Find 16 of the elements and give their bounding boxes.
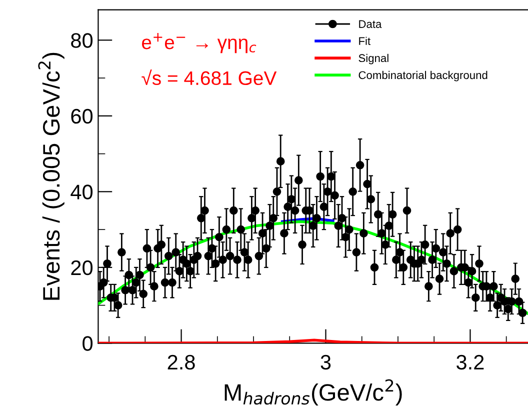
x-tick-label: 3 [320, 354, 331, 370]
y-tick-label: 60 [71, 108, 93, 124]
annotation: √s = 4.681 GeV [142, 69, 277, 86]
x-tick-label: 3.2 [456, 354, 484, 370]
x-axis-title: M$_{hadrons}$(GeV/c$^{2}$) [224, 379, 402, 406]
y-tick-label: 80 [71, 33, 93, 48]
legend-label: Combinatorial background [358, 70, 488, 82]
y-tick-label: 20 [71, 260, 93, 276]
legend-label: Data [359, 20, 382, 28]
y-axis-title: Events / (0.005 GeV/c$^{2}$) [38, 52, 64, 300]
legend-label: Fit [359, 36, 370, 46]
x-tick-label: 2.8 [168, 354, 195, 370]
legend-label: Signal [358, 54, 388, 64]
annotation: e$^{+}$e$^{−}$ → γηη$_{c}$ [142, 33, 256, 54]
y-tick-label: 0 [82, 336, 93, 351]
y-tick-label: 40 [70, 184, 93, 200]
